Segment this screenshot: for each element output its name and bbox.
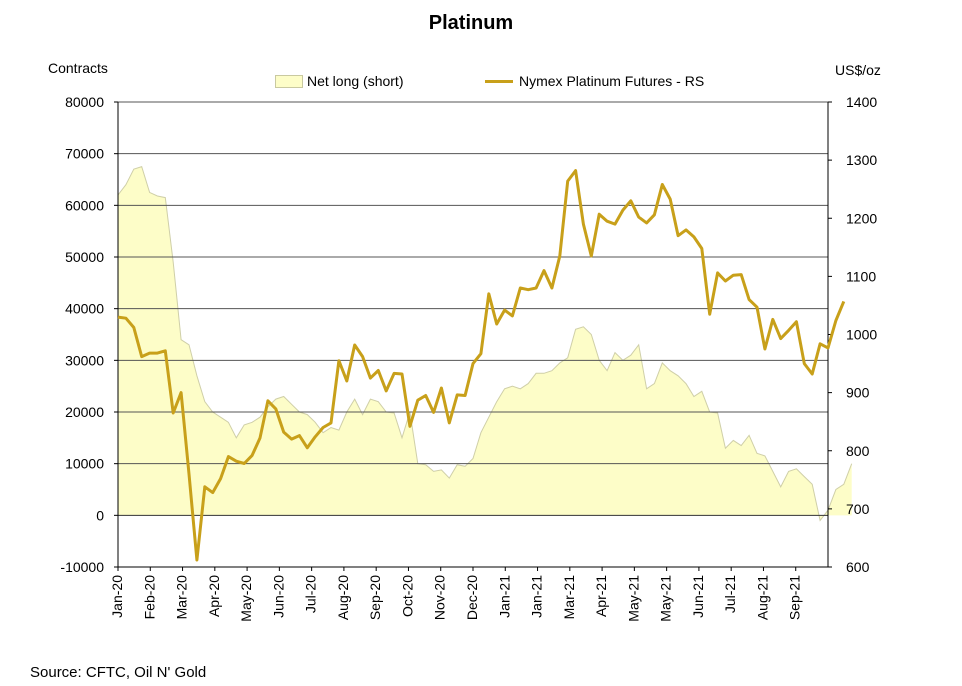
y-tick-label: 0 [96, 507, 104, 523]
x-tick-label: Dec-20 [464, 575, 480, 620]
y-tick-label: 30000 [65, 352, 104, 368]
y2-tick-label: 700 [846, 501, 870, 517]
y2-tick-label: 1300 [846, 152, 877, 168]
legend-label-net-long: Net long (short) [307, 73, 404, 89]
x-tick-label: Jul-20 [303, 575, 319, 613]
y2-tick-label: 1000 [846, 327, 877, 343]
source-note: Source: CFTC, Oil N' Gold [30, 664, 207, 681]
legend-label-platinum-futures: Nymex Platinum Futures - RS [519, 73, 705, 89]
y2-tick-label: 900 [846, 385, 870, 401]
y2-tick-label: 600 [846, 559, 870, 575]
x-tick-label: Nov-20 [432, 575, 448, 620]
legend-item-platinum-futures: Nymex Platinum Futures - RS [485, 73, 704, 89]
x-tick-label: Aug-20 [335, 575, 351, 620]
x-tick-label: Feb-20 [141, 575, 157, 620]
x-tick-label: Apr-20 [206, 575, 222, 617]
y2-tick-label: 1100 [846, 268, 876, 284]
y2-tick-label: 1200 [846, 210, 877, 226]
platinum-futures-line [117, 169, 846, 562]
right-axis-unit-label: US$/oz [835, 62, 881, 78]
legend-area-swatch [275, 74, 303, 88]
x-tick-label: Mar-20 [174, 575, 190, 620]
x-tick-label: Jun-20 [270, 575, 286, 618]
y2-tick-label: 800 [846, 443, 870, 459]
x-tick-label: May-21 [658, 575, 674, 622]
y-tick-label: 10000 [65, 456, 104, 472]
x-tick-label: May-21 [625, 575, 641, 622]
y-tick-label: 70000 [65, 146, 104, 162]
net-long-area-edge [117, 165, 853, 522]
x-tick-label: Sep-21 [787, 575, 803, 620]
y-tick-label: 50000 [65, 249, 104, 265]
x-tick-label: Jan-21 [496, 575, 512, 618]
x-tick-label: Mar-21 [561, 575, 577, 620]
net-long-area [118, 166, 852, 521]
legend-line-swatch [485, 79, 513, 83]
x-tick-label: Jan-21 [529, 575, 545, 618]
chart-title: Platinum [428, 12, 514, 34]
x-tick-label: Oct-20 [399, 575, 415, 617]
y2-tick-label: 1400 [846, 94, 877, 110]
y-tick-label: -10000 [60, 559, 104, 575]
y-tick-label: 40000 [65, 301, 104, 317]
y-tick-label: 80000 [65, 94, 104, 110]
y-tick-label: 20000 [65, 404, 104, 420]
x-tick-label: Sep-20 [367, 575, 383, 620]
legend-item-net-long: Net long (short) [275, 73, 403, 89]
x-tick-label: Aug-21 [754, 575, 770, 620]
left-axis-unit-label: Contracts [48, 60, 108, 76]
x-tick-label: Jul-21 [722, 575, 738, 613]
x-tick-label: Apr-21 [593, 575, 609, 617]
y-tick-label: 60000 [65, 197, 104, 213]
x-tick-label: Jan-20 [109, 575, 125, 618]
x-tick-label: May-20 [238, 575, 254, 622]
x-tick-label: Jun-21 [690, 575, 706, 618]
